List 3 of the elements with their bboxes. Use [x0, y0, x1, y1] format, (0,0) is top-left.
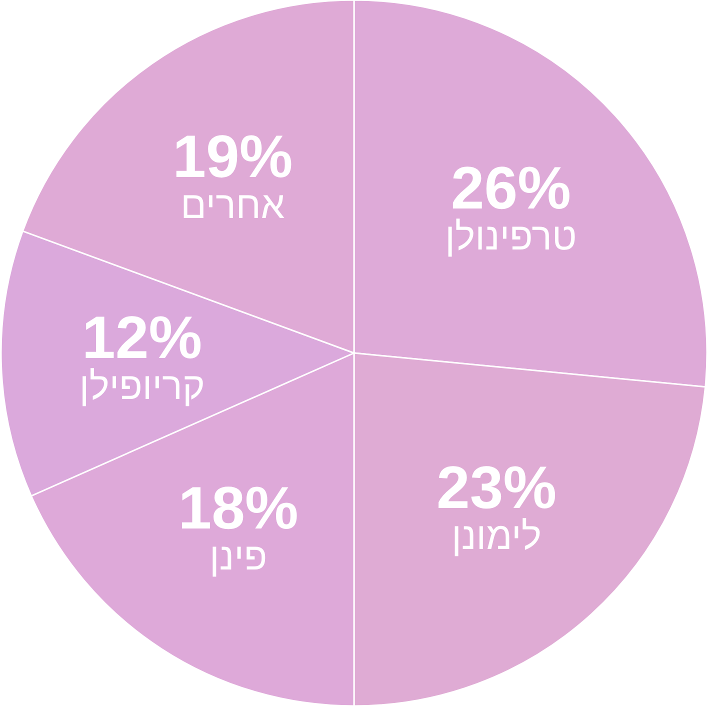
slice-label: קריופילן	[79, 366, 205, 408]
slice-label: לימונן	[452, 516, 542, 558]
slice-label: טרפינולן	[445, 216, 577, 258]
